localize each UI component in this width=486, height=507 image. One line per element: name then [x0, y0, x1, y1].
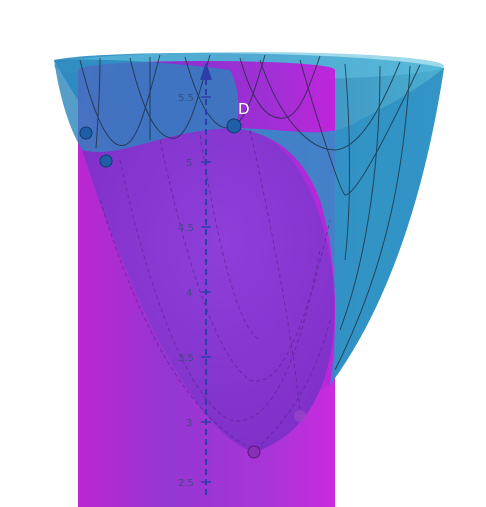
z-tick-label: 4: [186, 288, 192, 299]
z-tick-label: 3: [186, 418, 192, 429]
z-axis: [200, 62, 212, 495]
z-axis-ticks: [201, 96, 211, 483]
z-tick-label: 5: [186, 158, 192, 169]
z-tick-label: 3.5: [178, 353, 194, 364]
intersection-region: [82, 128, 335, 452]
z-tick-label: 2.5: [178, 478, 194, 489]
point-D-label: D: [238, 100, 250, 118]
hidden-curves: [99, 129, 331, 451]
point-D-icon[interactable]: [226, 118, 242, 134]
paraboloid-front-right: [236, 68, 444, 385]
point-left-icon[interactable]: [79, 126, 93, 140]
point-bottom-icon[interactable]: [247, 445, 261, 459]
point-bottom-right-icon[interactable]: [294, 410, 306, 422]
point-left-lower-icon[interactable]: [99, 154, 113, 168]
z-axis-arrow-icon: [200, 62, 212, 80]
z-tick-label: 5.5: [178, 93, 194, 104]
points[interactable]: [79, 118, 306, 459]
z-tick-label: 4.5: [178, 223, 194, 234]
